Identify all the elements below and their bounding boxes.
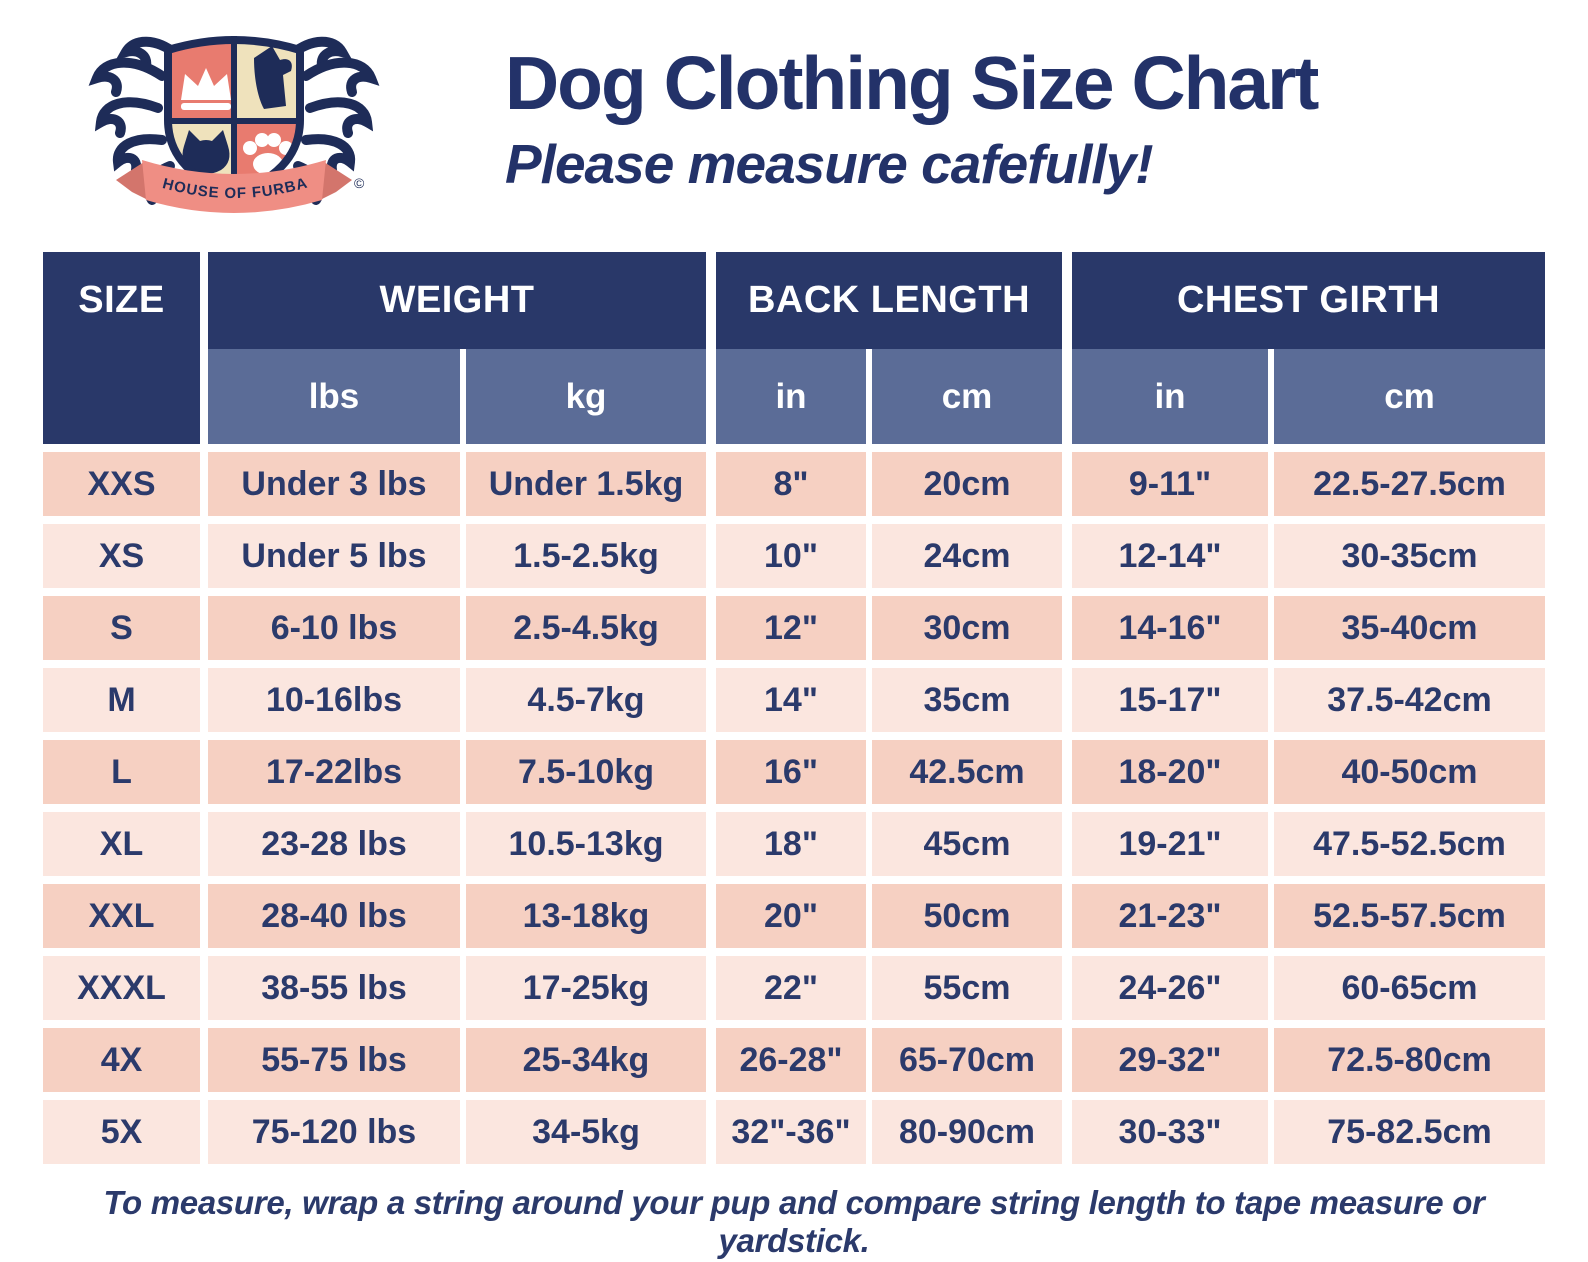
row-5X-weight-lbs-cell: 75-120 lbs <box>208 1100 460 1164</box>
row-XXXL-back-in-cell: 22" <box>716 956 866 1020</box>
row-L-back-in-cell: 16" <box>716 740 866 804</box>
row-XXS-chest-in-cell: 9-11" <box>1072 452 1268 516</box>
row-XL-weight-kg-cell: 10.5-13kg <box>466 812 706 876</box>
row-M-back-cm-cell: 35cm <box>872 668 1062 732</box>
row-XXS-chest-cm-cell: 22.5-27.5cm <box>1274 452 1545 516</box>
row-XXL-back-cm-cell: 50cm <box>872 884 1062 948</box>
row-XL-chest-cm-cell: 47.5-52.5cm <box>1274 812 1545 876</box>
row-XXXL-chest-in-cell: 24-26" <box>1072 956 1268 1020</box>
row-S-size-cell: S <box>43 596 200 660</box>
row-5X-back-cm-cell: 80-90cm <box>872 1100 1062 1164</box>
row-M-weight-kg-cell: 4.5-7kg <box>466 668 706 732</box>
row-S-back-in-cell: 12" <box>716 596 866 660</box>
row-XXL-back-in-cell: 20" <box>716 884 866 948</box>
row-4X-chest-in-cell: 29-32" <box>1072 1028 1268 1092</box>
row-XXS-back-cm-cell: 20cm <box>872 452 1062 516</box>
row-XL-back-cm-cell: 45cm <box>872 812 1062 876</box>
row-XS-size-cell: XS <box>43 524 200 588</box>
unit-header-back-cm: cm <box>872 349 1062 444</box>
column-header-weight: WEIGHT <box>208 252 706 349</box>
row-M-weight-lbs-cell: 10-16lbs <box>208 668 460 732</box>
column-header-size-label: SIZE <box>78 279 165 321</box>
row-S-chest-in-cell: 14-16" <box>1072 596 1268 660</box>
row-XS-chest-in-cell: 12-14" <box>1072 524 1268 588</box>
row-XXS-weight-lbs-cell: Under 3 lbs <box>208 452 460 516</box>
row-XXL-chest-in-cell: 21-23" <box>1072 884 1268 948</box>
cat-icon <box>182 130 230 174</box>
unit-header-weight-kg: kg <box>466 349 706 444</box>
row-XXL-weight-lbs-cell: 28-40 lbs <box>208 884 460 948</box>
row-XXXL-back-cm-cell: 55cm <box>872 956 1062 1020</box>
row-L-weight-kg-cell: 7.5-10kg <box>466 740 706 804</box>
unit-header-chest-cm: cm <box>1274 349 1545 444</box>
size-table: SIZE WEIGHT BACK LENGTH CHEST GIRTH lbs … <box>43 252 1545 1164</box>
row-XS-back-cm-cell: 24cm <box>872 524 1062 588</box>
row-XXS-back-in-cell: 8" <box>716 452 866 516</box>
unit-header-back-in: in <box>716 349 866 444</box>
row-M-chest-in-cell: 15-17" <box>1072 668 1268 732</box>
row-4X-back-cm-cell: 65-70cm <box>872 1028 1062 1092</box>
dog-icon <box>254 46 292 109</box>
crest-graphic: HOUSE OF FURBABY © <box>52 1 380 213</box>
row-XXS-weight-kg-cell: Under 1.5kg <box>466 452 706 516</box>
row-4X-chest-cm-cell: 72.5-80cm <box>1274 1028 1545 1092</box>
row-XL-back-in-cell: 18" <box>716 812 866 876</box>
copyright-mark: © <box>354 175 365 191</box>
column-header-back-length: BACK LENGTH <box>716 252 1062 349</box>
row-4X-size-cell: 4X <box>43 1028 200 1092</box>
row-5X-back-in-cell: 32"-36" <box>716 1100 866 1164</box>
row-XL-chest-in-cell: 19-21" <box>1072 812 1268 876</box>
row-L-back-cm-cell: 42.5cm <box>872 740 1062 804</box>
row-XL-weight-lbs-cell: 23-28 lbs <box>208 812 460 876</box>
row-XXL-size-cell: XXL <box>43 884 200 948</box>
row-S-back-cm-cell: 30cm <box>872 596 1062 660</box>
row-S-weight-lbs-cell: 6-10 lbs <box>208 596 460 660</box>
row-XXXL-size-cell: XXXL <box>43 956 200 1020</box>
row-4X-weight-kg-cell: 25-34kg <box>466 1028 706 1092</box>
column-header-size: SIZE <box>43 252 200 444</box>
row-L-size-cell: L <box>43 740 200 804</box>
row-XXXL-chest-cm-cell: 60-65cm <box>1274 956 1545 1020</box>
unit-header-weight-lbs: lbs <box>208 349 460 444</box>
row-XXL-weight-kg-cell: 13-18kg <box>466 884 706 948</box>
row-S-chest-cm-cell: 35-40cm <box>1274 596 1545 660</box>
row-5X-chest-in-cell: 30-33" <box>1072 1100 1268 1164</box>
page-subtitle: Please measure cafefully! <box>505 133 1154 195</box>
page-title: Dog Clothing Size Chart <box>505 41 1319 125</box>
row-XXS-size-cell: XXS <box>43 452 200 516</box>
row-4X-back-in-cell: 26-28" <box>716 1028 866 1092</box>
title-block: Dog Clothing Size Chart Please measure c… <box>505 41 1319 196</box>
row-L-chest-cm-cell: 40-50cm <box>1274 740 1545 804</box>
row-5X-chest-cm-cell: 75-82.5cm <box>1274 1100 1545 1164</box>
row-M-size-cell: M <box>43 668 200 732</box>
row-XS-chest-cm-cell: 30-35cm <box>1274 524 1545 588</box>
row-XS-weight-lbs-cell: Under 5 lbs <box>208 524 460 588</box>
logo: HOUSE OF FURBABY © <box>52 1 408 242</box>
row-XL-size-cell: XL <box>43 812 200 876</box>
row-L-chest-in-cell: 18-20" <box>1072 740 1268 804</box>
row-XS-weight-kg-cell: 1.5-2.5kg <box>466 524 706 588</box>
row-5X-weight-kg-cell: 34-5kg <box>466 1100 706 1164</box>
row-4X-weight-lbs-cell: 55-75 lbs <box>208 1028 460 1092</box>
row-M-back-in-cell: 14" <box>716 668 866 732</box>
row-L-weight-lbs-cell: 17-22lbs <box>208 740 460 804</box>
unit-header-chest-in: in <box>1072 349 1268 444</box>
row-XXL-chest-cm-cell: 52.5-57.5cm <box>1274 884 1545 948</box>
row-S-weight-kg-cell: 2.5-4.5kg <box>466 596 706 660</box>
row-M-chest-cm-cell: 37.5-42cm <box>1274 668 1545 732</box>
column-header-chest-girth: CHEST GIRTH <box>1072 252 1545 349</box>
row-XXXL-weight-kg-cell: 17-25kg <box>466 956 706 1020</box>
row-5X-size-cell: 5X <box>43 1100 200 1164</box>
footer-note: To measure, wrap a string around your pu… <box>103 1184 1485 1259</box>
crown-icon <box>181 68 231 110</box>
row-XXXL-weight-lbs-cell: 38-55 lbs <box>208 956 460 1020</box>
row-XS-back-in-cell: 10" <box>716 524 866 588</box>
